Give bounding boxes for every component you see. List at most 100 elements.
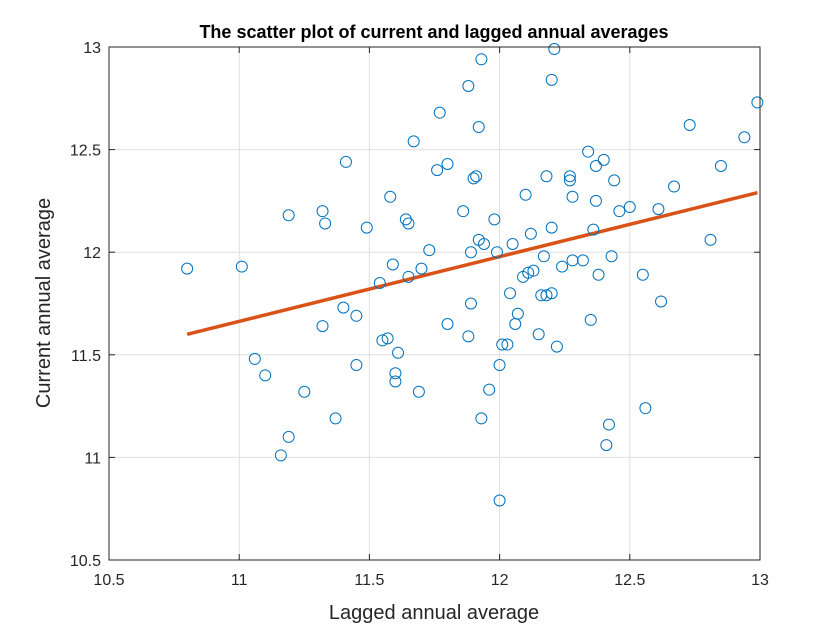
- data-point: [576, 254, 589, 267]
- data-point: [493, 494, 506, 507]
- data-point: [457, 205, 470, 218]
- data-point: [522, 266, 535, 279]
- grid-lines: [109, 47, 760, 560]
- data-point: [592, 268, 605, 281]
- data-point: [636, 268, 649, 281]
- data-point: [540, 289, 553, 302]
- chart-title: The scatter plot of current and lagged a…: [199, 22, 668, 42]
- data-point: [464, 297, 477, 310]
- data-point: [433, 106, 446, 119]
- data-point: [282, 430, 295, 443]
- y-tick-label: 12: [83, 245, 101, 262]
- data-point: [639, 402, 652, 415]
- data-point: [563, 174, 576, 187]
- data-point: [316, 205, 329, 218]
- data-point: [584, 313, 597, 326]
- data-point: [248, 352, 261, 365]
- y-tick-label: 10.5: [70, 553, 101, 570]
- data-point: [540, 170, 553, 183]
- x-tick-label: 11: [231, 572, 248, 589]
- data-point: [589, 160, 602, 173]
- data-point: [545, 287, 558, 300]
- y-tick-label: 13: [83, 40, 101, 57]
- data-point: [389, 367, 402, 380]
- data-point: [350, 309, 363, 322]
- data-point: [470, 170, 483, 183]
- data-point: [597, 153, 610, 166]
- data-point: [751, 96, 764, 109]
- data-point: [556, 260, 569, 273]
- data-point: [504, 287, 517, 300]
- data-point: [441, 318, 454, 331]
- data-point: [319, 217, 332, 230]
- data-point: [506, 237, 519, 250]
- data-point: [566, 190, 579, 203]
- data-point: [423, 244, 436, 257]
- data-point: [467, 172, 480, 185]
- tick-marks: [108, 46, 761, 561]
- data-point: [587, 223, 600, 236]
- x-tick-label: 10.5: [93, 572, 124, 589]
- data-point: [298, 385, 311, 398]
- data-point: [477, 237, 490, 250]
- data-point: [316, 320, 329, 333]
- data-point: [381, 332, 394, 345]
- data-point: [683, 118, 696, 131]
- data-point: [605, 250, 618, 263]
- data-point: [181, 262, 194, 275]
- data-point: [412, 385, 425, 398]
- data-point: [274, 449, 287, 462]
- data-point: [493, 359, 506, 372]
- data-point: [537, 250, 550, 263]
- data-point: [392, 346, 405, 359]
- data-point: [704, 233, 717, 246]
- x-tick-label: 12.5: [614, 572, 645, 589]
- data-point: [483, 383, 496, 396]
- regression-line: [186, 190, 758, 336]
- data-point: [613, 205, 626, 218]
- data-point: [441, 157, 454, 170]
- y-tick-label: 11: [84, 450, 101, 467]
- x-tick-label: 13: [751, 572, 769, 589]
- data-point: [668, 180, 681, 193]
- data-point: [475, 53, 488, 66]
- data-point: [527, 264, 540, 277]
- data-point: [545, 221, 558, 234]
- data-point: [496, 338, 509, 351]
- data-point: [472, 121, 485, 134]
- data-point: [464, 246, 477, 259]
- x-axis-label: Lagged annual average: [329, 602, 539, 624]
- data-point: [545, 73, 558, 86]
- y-tick-label: 11.5: [71, 348, 101, 365]
- data-point: [402, 270, 415, 283]
- data-point: [550, 340, 563, 353]
- data-point: [431, 164, 444, 177]
- x-tick-label: 11.5: [354, 572, 384, 589]
- data-point: [501, 338, 514, 351]
- plot-area: [109, 47, 760, 560]
- data-point: [655, 295, 668, 308]
- y-tick-labels: 10.5 11 11.5 12 12.5 13: [70, 40, 101, 570]
- data-point: [490, 246, 503, 259]
- data-point: [519, 188, 532, 201]
- data-point: [373, 276, 386, 289]
- data-point: [589, 194, 602, 207]
- data-point: [548, 43, 561, 56]
- fit-line-layer: [186, 190, 758, 336]
- data-point: [532, 328, 545, 341]
- data-point: [462, 79, 475, 92]
- data-point: [488, 213, 501, 226]
- data-point: [652, 203, 665, 216]
- data-point: [235, 260, 248, 273]
- data-point: [360, 221, 373, 234]
- data-point: [259, 369, 272, 382]
- data-point: [714, 160, 727, 173]
- data-point: [339, 155, 352, 168]
- x-tick-labels: 10.5 11 11.5 12 12.5 13: [93, 572, 769, 589]
- data-point: [582, 145, 595, 158]
- data-point: [511, 307, 524, 320]
- x-tick-label: 12: [491, 572, 509, 589]
- y-axis-label: Current annual average: [33, 198, 55, 408]
- data-point: [402, 217, 415, 230]
- data-point: [600, 439, 613, 452]
